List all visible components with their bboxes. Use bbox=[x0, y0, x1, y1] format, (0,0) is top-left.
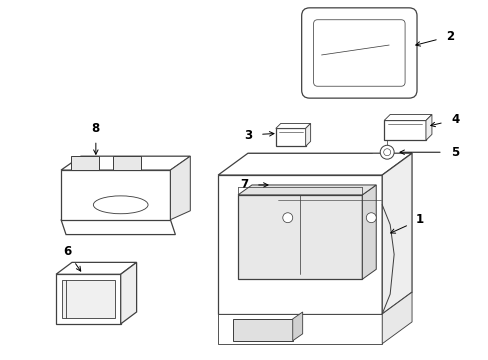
Text: 7: 7 bbox=[240, 179, 247, 192]
Polygon shape bbox=[305, 123, 310, 146]
Polygon shape bbox=[269, 156, 406, 168]
Polygon shape bbox=[62, 280, 115, 318]
Polygon shape bbox=[277, 176, 381, 225]
Polygon shape bbox=[384, 114, 431, 121]
Polygon shape bbox=[218, 314, 382, 344]
Polygon shape bbox=[170, 156, 190, 220]
Text: 3: 3 bbox=[244, 129, 251, 141]
Circle shape bbox=[380, 145, 393, 159]
Polygon shape bbox=[61, 156, 190, 170]
Ellipse shape bbox=[93, 196, 148, 214]
Polygon shape bbox=[382, 292, 411, 344]
FancyBboxPatch shape bbox=[301, 8, 416, 98]
Polygon shape bbox=[71, 156, 99, 170]
Polygon shape bbox=[238, 195, 362, 279]
Circle shape bbox=[383, 149, 390, 156]
Polygon shape bbox=[269, 168, 388, 233]
Text: 4: 4 bbox=[450, 113, 459, 126]
Polygon shape bbox=[56, 262, 136, 274]
Polygon shape bbox=[292, 312, 302, 341]
Polygon shape bbox=[121, 262, 136, 324]
Text: 2: 2 bbox=[446, 30, 453, 42]
Polygon shape bbox=[425, 114, 431, 140]
FancyBboxPatch shape bbox=[313, 20, 404, 86]
Polygon shape bbox=[56, 274, 121, 324]
Polygon shape bbox=[233, 319, 292, 341]
Polygon shape bbox=[388, 156, 406, 233]
Polygon shape bbox=[218, 175, 382, 314]
Polygon shape bbox=[218, 153, 411, 175]
Polygon shape bbox=[362, 185, 375, 279]
Polygon shape bbox=[113, 156, 141, 170]
Text: 1: 1 bbox=[415, 213, 423, 226]
Text: 5: 5 bbox=[450, 146, 458, 159]
Text: 8: 8 bbox=[92, 122, 100, 135]
Polygon shape bbox=[384, 121, 425, 140]
Polygon shape bbox=[61, 170, 170, 220]
Text: 6: 6 bbox=[63, 245, 71, 258]
Polygon shape bbox=[61, 220, 175, 235]
Polygon shape bbox=[238, 185, 375, 195]
Circle shape bbox=[366, 213, 375, 223]
Polygon shape bbox=[382, 153, 411, 314]
Circle shape bbox=[282, 213, 292, 223]
Polygon shape bbox=[275, 123, 310, 129]
Polygon shape bbox=[275, 129, 305, 146]
